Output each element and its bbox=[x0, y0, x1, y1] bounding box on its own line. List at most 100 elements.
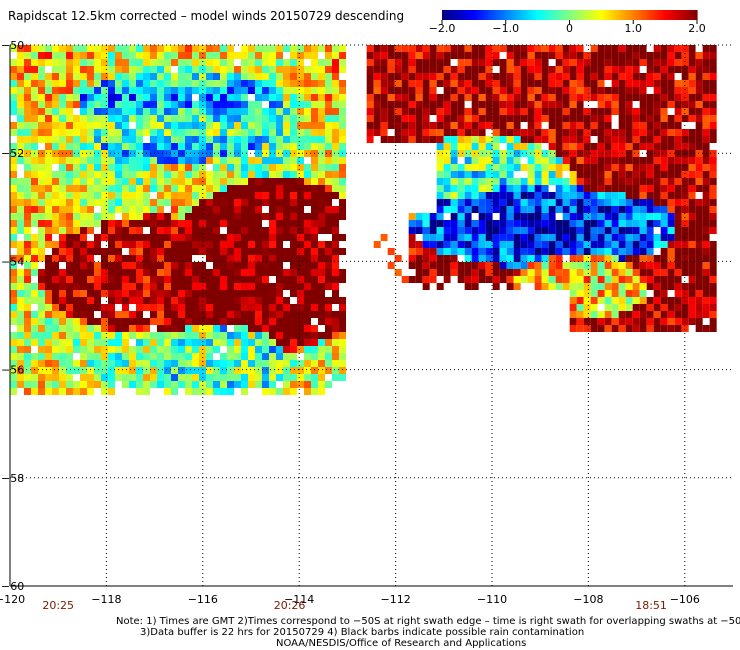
swath-cell bbox=[499, 241, 507, 248]
swath-cell bbox=[59, 108, 66, 115]
swath-cell bbox=[283, 59, 290, 66]
swath-cell bbox=[569, 87, 577, 94]
swath-cell bbox=[541, 80, 549, 87]
swath-cell bbox=[157, 66, 164, 73]
swath-cell bbox=[10, 353, 17, 360]
swath-cell bbox=[450, 213, 458, 220]
swath-cell bbox=[653, 297, 661, 304]
swath-cell bbox=[597, 150, 605, 157]
swath-cell bbox=[227, 199, 234, 206]
swath-cell bbox=[695, 213, 703, 220]
swath-cell bbox=[213, 346, 220, 353]
swath-cell bbox=[646, 164, 654, 171]
swath-cell bbox=[639, 150, 647, 157]
swath-cell bbox=[653, 45, 661, 52]
swath-cell bbox=[506, 213, 514, 220]
swath-cell bbox=[80, 136, 87, 143]
swath-cell bbox=[618, 171, 626, 178]
swath-cell bbox=[709, 297, 717, 304]
swath-cell bbox=[17, 136, 24, 143]
swath-cell bbox=[17, 94, 24, 101]
swath-cell bbox=[695, 101, 703, 108]
swath-cell bbox=[646, 248, 654, 255]
swath-cell bbox=[52, 255, 59, 262]
swath-cell bbox=[31, 388, 38, 395]
swath-cell bbox=[660, 304, 668, 311]
swath-cell bbox=[569, 283, 577, 290]
swath-cell bbox=[499, 101, 507, 108]
swath-cell bbox=[429, 52, 437, 59]
swath-cell bbox=[311, 178, 318, 185]
swath-cell bbox=[646, 199, 654, 206]
swath-cell bbox=[241, 108, 248, 115]
swath-cell bbox=[464, 143, 472, 150]
swath-cell bbox=[541, 52, 549, 59]
swath-cell bbox=[108, 66, 115, 73]
swath-cell bbox=[248, 59, 255, 66]
swath-cell bbox=[695, 115, 703, 122]
swath-cell bbox=[241, 241, 248, 248]
colorbar-segment bbox=[579, 10, 583, 20]
swath-cell bbox=[283, 171, 290, 178]
swath-cell bbox=[73, 360, 80, 367]
swath-cell bbox=[290, 276, 297, 283]
swath-cell bbox=[206, 206, 213, 213]
swath-cell bbox=[520, 234, 528, 241]
swath-cell bbox=[408, 136, 416, 143]
swath-cell bbox=[688, 150, 696, 157]
swath-cell bbox=[695, 192, 703, 199]
swath-cell bbox=[318, 52, 325, 59]
swath-cell bbox=[73, 220, 80, 227]
swath-cell bbox=[660, 157, 668, 164]
swath-cell bbox=[506, 129, 514, 136]
swath-cell bbox=[248, 66, 255, 73]
swath-cell bbox=[115, 73, 122, 80]
swath-cell bbox=[185, 297, 192, 304]
swath-cell bbox=[94, 283, 101, 290]
swath-cell bbox=[429, 255, 437, 262]
swath-cell bbox=[45, 185, 52, 192]
swath-cell bbox=[171, 157, 178, 164]
swath-cell bbox=[401, 59, 409, 66]
swath-cell bbox=[464, 59, 472, 66]
swath-cell bbox=[604, 318, 612, 325]
swath-cell bbox=[583, 66, 591, 73]
swath-cell bbox=[590, 52, 598, 59]
swath-cell bbox=[220, 199, 227, 206]
swath-cell bbox=[101, 339, 108, 346]
swath-cell bbox=[24, 255, 31, 262]
swath-cell bbox=[611, 213, 619, 220]
swath-cell bbox=[10, 262, 17, 269]
swath-cell bbox=[667, 248, 675, 255]
swath-cell bbox=[408, 129, 416, 136]
swath-cell bbox=[31, 318, 38, 325]
swath-cell bbox=[318, 346, 325, 353]
swath-cell bbox=[304, 59, 311, 66]
swath-cell bbox=[513, 136, 521, 143]
swath-cell bbox=[709, 283, 717, 290]
swath-cell bbox=[150, 129, 157, 136]
swath-cell bbox=[450, 80, 458, 87]
swath-cell bbox=[255, 269, 262, 276]
swath-cell bbox=[38, 220, 45, 227]
swath-cell bbox=[457, 136, 465, 143]
swath-cell bbox=[206, 227, 213, 234]
swath-cell bbox=[80, 101, 87, 108]
swath-cell bbox=[59, 164, 66, 171]
swath-cell bbox=[443, 276, 451, 283]
swath-cell bbox=[513, 87, 521, 94]
swath-cell bbox=[443, 164, 451, 171]
swath-cell bbox=[492, 101, 500, 108]
swath-cell bbox=[199, 87, 206, 94]
swath-cell bbox=[325, 150, 332, 157]
swath-cell bbox=[304, 388, 311, 395]
swath-cell bbox=[192, 227, 199, 234]
swath-cell bbox=[443, 45, 451, 52]
colorbar-segment bbox=[523, 10, 527, 20]
swath-cell bbox=[171, 59, 178, 66]
swath-cell bbox=[464, 199, 472, 206]
swath-cell bbox=[436, 87, 444, 94]
swath-cell bbox=[318, 185, 325, 192]
swath-cell bbox=[206, 115, 213, 122]
swath-cell bbox=[262, 66, 269, 73]
